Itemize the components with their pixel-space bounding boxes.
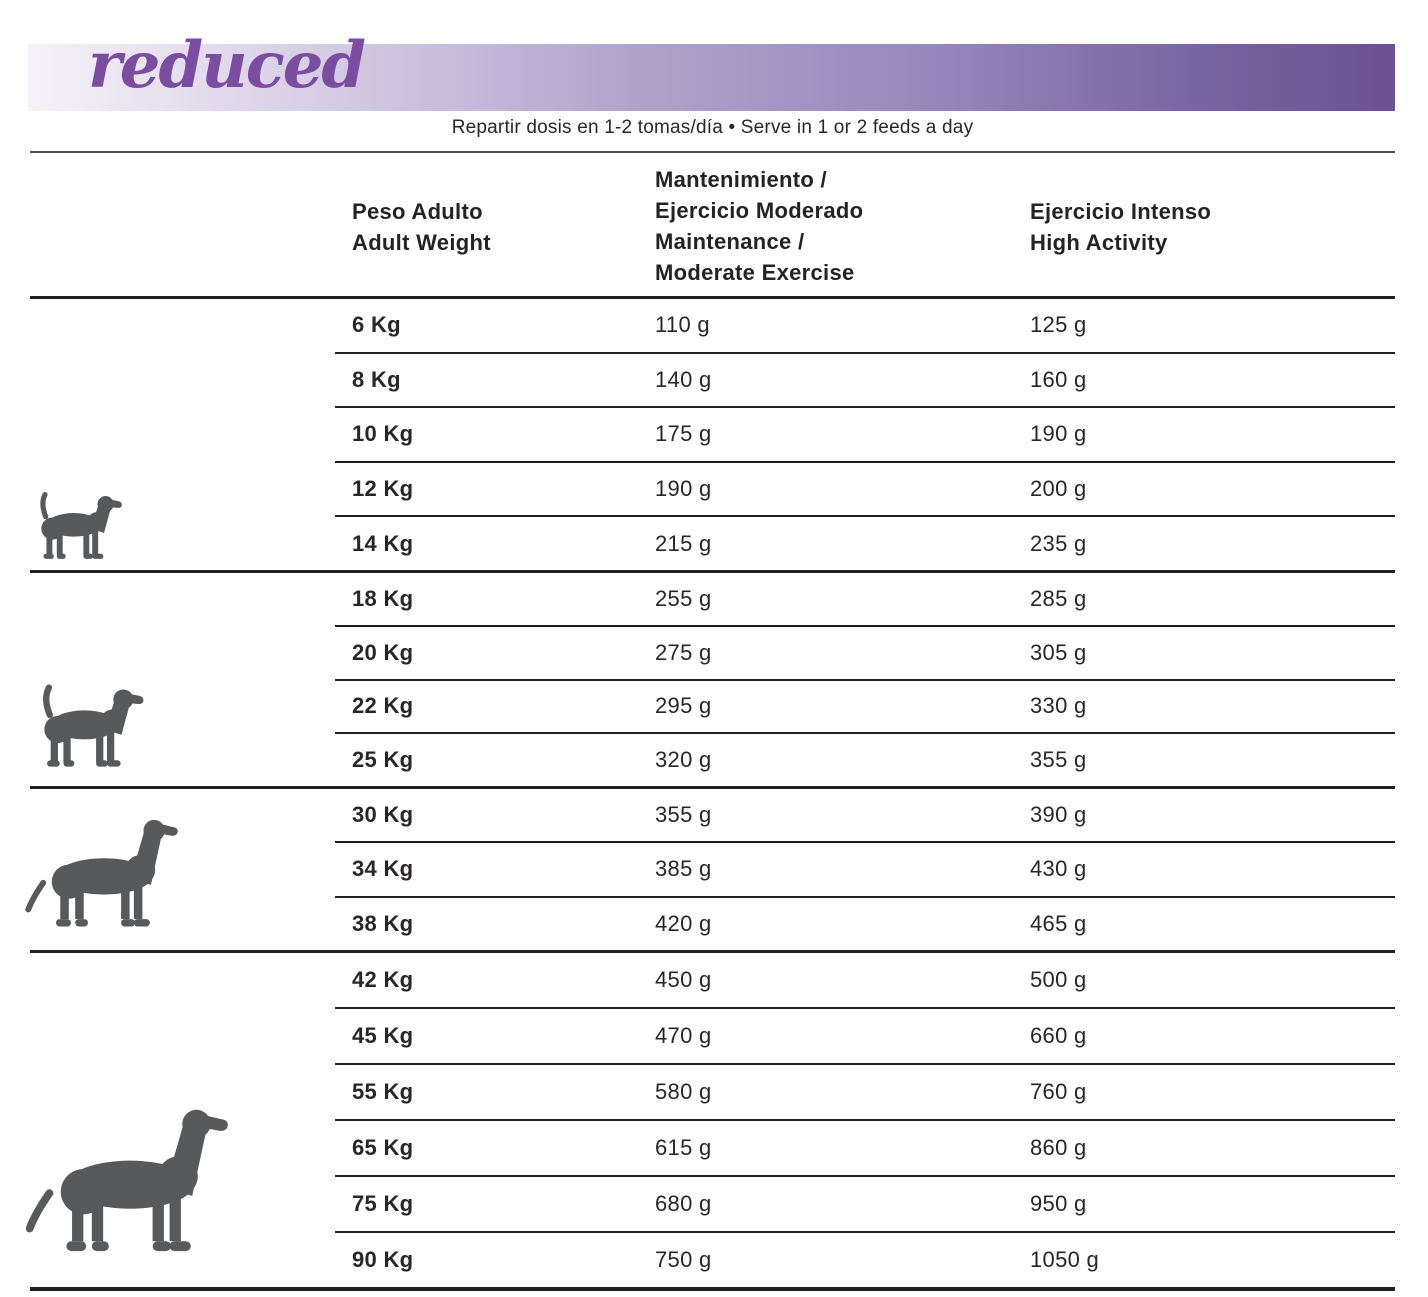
group-small-dogs: 6 Kg 110 g 125 g 8 Kg 140 g 160 g 10 Kg … [30,296,1395,570]
maintenance-cell: 355 g [655,802,712,828]
weight-cell: 90 Kg [352,1246,414,1272]
high-activity-cell: 200 g [1030,476,1087,502]
giant-dog-icon [24,1094,236,1261]
maintenance-cell: 175 g [655,421,712,447]
group-giant-dogs: 42 Kg 450 g 500 g 45 Kg 470 g 660 g 55 K… [30,949,1395,1287]
weight-cell: 22 Kg [352,693,414,719]
maintenance-cell: 110 g [655,312,710,338]
group-rows: 18 Kg 255 g 285 g 20 Kg 275 g 305 g 22 K… [335,573,1395,786]
maintenance-cell: 450 g [655,966,712,992]
maintenance-cell: 615 g [655,1134,712,1160]
weight-cell: 6 Kg [352,312,401,338]
weight-cell: 34 Kg [352,856,414,882]
table-row: 10 Kg 175 g 190 g [335,406,1395,461]
group-medium-dogs: 18 Kg 255 g 285 g 20 Kg 275 g 305 g 22 K… [30,569,1395,786]
high-activity-cell: 660 g [1030,1022,1087,1048]
high-activity-cell: 500 g [1030,966,1087,992]
weight-cell: 42 Kg [352,966,414,992]
table-row: 12 Kg 190 g 200 g [335,460,1395,516]
table-row: 25 Kg 320 g 355 g [335,732,1395,786]
high-activity-cell: 465 g [1030,910,1087,936]
weight-cell: 25 Kg [352,747,414,773]
weight-cell: 45 Kg [352,1022,414,1048]
table-row: 34 Kg 385 g 430 g [335,841,1395,895]
maintenance-cell: 255 g [655,585,712,611]
brand-gradient-band [28,44,1395,111]
group-rows: 42 Kg 450 g 500 g 45 Kg 470 g 660 g 55 K… [335,953,1395,1287]
high-activity-cell: 235 g [1030,530,1087,556]
high-activity-cell: 305 g [1030,639,1087,665]
maintenance-cell: 275 g [655,639,712,665]
high-activity-cell: 160 g [1030,366,1087,392]
table-row: 18 Kg 255 g 285 g [335,573,1395,625]
group-rows: 6 Kg 110 g 125 g 8 Kg 140 g 160 g 10 Kg … [335,299,1395,570]
high-activity-cell: 860 g [1030,1134,1087,1160]
large-dog-icon [24,810,184,934]
weight-cell: 10 Kg [352,421,414,447]
maintenance-cell: 680 g [655,1190,712,1216]
table-row: 30 Kg 355 g 390 g [335,789,1395,841]
high-activity-cell: 125 g [1030,312,1087,338]
column-header-weight: Peso Adulto Adult Weight [352,199,491,255]
column-header-maintenance: Mantenimiento / Ejercicio Moderado Maint… [655,167,864,285]
weight-cell: 38 Kg [352,910,414,936]
table-row: 20 Kg 275 g 305 g [335,624,1395,679]
table-row: 8 Kg 140 g 160 g [335,351,1395,407]
weight-cell: 75 Kg [352,1190,414,1216]
weight-cell: 14 Kg [352,530,414,556]
high-activity-cell: 330 g [1030,693,1087,719]
table-row: 55 Kg 580 g 760 g [335,1062,1395,1119]
weight-cell: 20 Kg [352,639,414,665]
high-activity-cell: 390 g [1030,802,1087,828]
serving-note: Repartir dosis en 1-2 tomas/día • Serve … [451,117,974,138]
table-row: 6 Kg 110 g 125 g [335,299,1395,352]
maintenance-cell: 385 g [655,856,712,882]
weight-cell: 55 Kg [352,1078,414,1104]
maintenance-cell: 190 g [655,476,712,502]
high-activity-cell: 355 g [1030,747,1087,773]
maintenance-cell: 215 g [655,530,712,556]
table-row: 38 Kg 420 g 465 g [335,895,1395,950]
maintenance-cell: 420 g [655,910,712,936]
high-activity-cell: 760 g [1030,1078,1087,1104]
weight-cell: 12 Kg [352,476,414,502]
weight-cell: 30 Kg [352,802,414,828]
maintenance-cell: 140 g [655,366,712,392]
weight-cell: 8 Kg [352,366,401,392]
feeding-table: 6 Kg 110 g 125 g 8 Kg 140 g 160 g 10 Kg … [30,296,1395,1291]
small-dog-icon [28,490,124,564]
high-activity-cell: 950 g [1030,1190,1087,1216]
high-activity-cell: 285 g [1030,585,1087,611]
brand-logo: reduced [88,28,366,103]
maintenance-cell: 320 g [655,747,712,773]
table-row: 90 Kg 750 g 1050 g [335,1230,1395,1287]
table-row: 22 Kg 295 g 330 g [335,678,1395,733]
table-row: 45 Kg 470 g 660 g [335,1006,1395,1063]
table-row: 75 Kg 680 g 950 g [335,1174,1395,1231]
medium-dog-icon [28,680,146,773]
maintenance-cell: 750 g [655,1246,712,1272]
maintenance-cell: 580 g [655,1078,712,1104]
table-row: 14 Kg 215 g 235 g [335,515,1395,570]
weight-cell: 18 Kg [352,585,414,611]
header-divider [30,151,1395,153]
high-activity-cell: 430 g [1030,856,1087,882]
maintenance-cell: 295 g [655,693,712,719]
high-activity-cell: 190 g [1030,421,1087,447]
high-activity-cell: 1050 g [1030,1246,1100,1272]
table-row: 65 Kg 615 g 860 g [335,1118,1395,1175]
column-header-high-activity: Ejercicio Intenso High Activity [1030,199,1212,255]
maintenance-cell: 470 g [655,1022,712,1048]
group-rows: 30 Kg 355 g 390 g 34 Kg 385 g 430 g 38 K… [335,789,1395,950]
weight-cell: 65 Kg [352,1134,414,1160]
group-large-dogs: 30 Kg 355 g 390 g 34 Kg 385 g 430 g 38 K… [30,786,1395,950]
table-row: 42 Kg 450 g 500 g [335,953,1395,1007]
